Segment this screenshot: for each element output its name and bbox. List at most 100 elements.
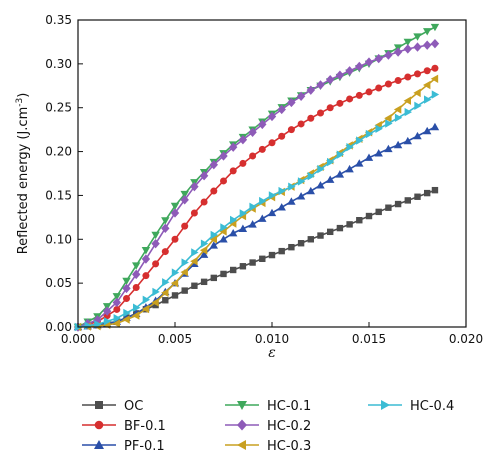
- data-point: [384, 50, 393, 60]
- legend-marker: [237, 419, 247, 431]
- data-point: [102, 306, 112, 316]
- data-point: [288, 182, 296, 191]
- data-point: [356, 136, 364, 145]
- data-point: [374, 53, 383, 64]
- y-axis-title-close: ): [16, 93, 31, 98]
- data-point: [161, 248, 169, 256]
- data-point: [414, 101, 422, 111]
- series-line: [77, 126, 436, 328]
- data-point: [365, 129, 374, 139]
- data-point: [346, 142, 354, 152]
- data-point: [424, 95, 432, 104]
- data-point: [229, 142, 238, 152]
- data-point: [307, 236, 314, 243]
- data-point: [403, 44, 412, 54]
- data-point: [346, 221, 353, 228]
- data-point: [423, 67, 431, 75]
- data-point: [132, 269, 141, 280]
- data-point: [414, 70, 421, 78]
- data-point: [307, 171, 315, 181]
- data-point: [190, 209, 198, 217]
- data-point: [181, 287, 188, 294]
- data-point: [327, 157, 335, 167]
- series-layer: [73, 23, 440, 332]
- data-point: [220, 177, 227, 185]
- data-point: [122, 277, 131, 286]
- data-point: [423, 28, 432, 36]
- data-point: [171, 235, 179, 243]
- x-tick-label: 0.015: [352, 332, 386, 346]
- data-point: [230, 215, 238, 225]
- data-point: [296, 192, 306, 200]
- data-point: [152, 260, 160, 268]
- data-point: [141, 254, 151, 264]
- data-point: [336, 99, 344, 107]
- data-point: [180, 195, 189, 205]
- data-point: [133, 303, 141, 312]
- legend-marker: [237, 440, 246, 450]
- data-point: [375, 208, 382, 216]
- data-point: [317, 232, 324, 239]
- data-point: [210, 187, 218, 195]
- data-point: [430, 38, 440, 49]
- data-point: [287, 97, 296, 108]
- data-point: [278, 132, 286, 140]
- data-point: [219, 227, 227, 236]
- data-point: [278, 186, 286, 196]
- series-line: [77, 67, 436, 328]
- legend-item: PF-0.1: [82, 439, 165, 454]
- data-point: [393, 105, 402, 114]
- data-point: [385, 119, 393, 128]
- data-point: [287, 197, 296, 205]
- legend-label: OC: [124, 399, 143, 414]
- data-point: [249, 259, 256, 266]
- data-point: [199, 250, 209, 258]
- data-point: [258, 145, 266, 153]
- legend-label: HC-0.1: [267, 399, 311, 414]
- legend-label: BF-0.1: [124, 419, 166, 434]
- data-point: [113, 305, 121, 313]
- legend-item: HC-0.1: [225, 399, 311, 414]
- data-point: [180, 267, 188, 277]
- data-point: [364, 153, 374, 161]
- data-point: [181, 258, 189, 267]
- data-point: [384, 114, 392, 123]
- data-point: [122, 315, 130, 324]
- x-tick-label: 0.000: [61, 332, 95, 346]
- data-point: [277, 203, 286, 211]
- data-point: [170, 278, 179, 288]
- data-point: [190, 257, 198, 266]
- data-point: [200, 198, 208, 206]
- data-point: [170, 202, 180, 211]
- data-point: [170, 208, 180, 218]
- data-point: [230, 266, 237, 274]
- legend-marker: [94, 440, 104, 449]
- data-point: [268, 139, 276, 147]
- data-point: [404, 197, 411, 204]
- legend-marker: [237, 401, 247, 410]
- data-point: [413, 33, 422, 41]
- data-point: [161, 217, 170, 225]
- data-point: [355, 61, 364, 72]
- data-point: [336, 224, 344, 232]
- data-point: [112, 293, 121, 301]
- legend-item: HC-0.3: [225, 439, 311, 454]
- data-point: [209, 235, 217, 244]
- data-point: [132, 262, 141, 270]
- data-point: [403, 96, 411, 105]
- data-point: [199, 246, 208, 255]
- data-point: [191, 282, 198, 289]
- data-point: [191, 248, 199, 257]
- data-point: [316, 181, 325, 189]
- data-point: [190, 181, 199, 192]
- legend-item: HC-0.2: [225, 419, 311, 434]
- legend-item: BF-0.1: [82, 419, 166, 434]
- data-point: [296, 91, 306, 102]
- legend: OC BF-0.1 PF-0.1 HC-0.1 HC-0.2 HC-0.3 HC-0.4: [82, 399, 454, 454]
- data-point: [267, 111, 277, 122]
- data-point: [268, 191, 277, 200]
- data-point: [365, 88, 373, 96]
- data-point: [162, 297, 169, 304]
- data-point: [267, 208, 277, 217]
- data-point: [356, 217, 363, 224]
